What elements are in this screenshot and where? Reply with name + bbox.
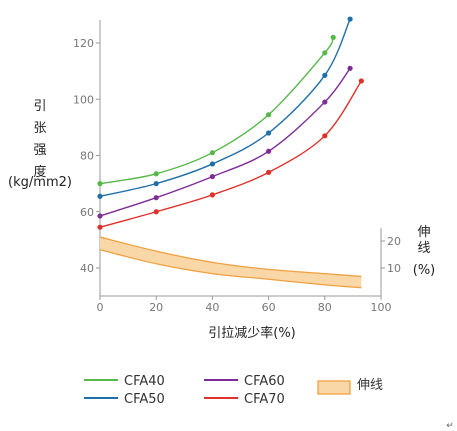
data-point-cfa60 (153, 195, 159, 201)
y-tick-label: 40 (80, 262, 94, 275)
elongation-band-lower (99, 249, 362, 289)
data-point-cfa70 (266, 169, 272, 175)
legend-label-cfa50: CFA50 (124, 392, 165, 407)
data-point-cfa70 (358, 78, 364, 84)
y-axis-title-char: 引 (33, 99, 46, 114)
y-axis-title-char: 度 (33, 164, 46, 180)
data-point-cfa50 (266, 130, 272, 136)
data-point-cfa60 (347, 65, 353, 71)
legend: CFA40 CFA50 CFA60 CFA70 伸线 ↵ (84, 374, 454, 431)
x-tick-label: 40 (205, 301, 219, 314)
data-point-cfa40 (97, 181, 103, 187)
data-point-cfa50 (97, 193, 103, 199)
x-tick-label: 60 (262, 301, 276, 314)
x-axis-title: 引拉减少率(%) (208, 325, 296, 341)
data-point-cfa70 (322, 133, 328, 139)
data-point-cfa40 (153, 171, 159, 177)
data-point-cfa60 (322, 99, 328, 105)
y-tick-label: 80 (80, 150, 94, 163)
data-point-cfa40 (322, 50, 328, 56)
data-point-cfa60 (97, 213, 103, 219)
right-axis-title-char: 线 (417, 241, 430, 256)
data-point-cfa70 (97, 224, 103, 230)
data-point-cfa40 (266, 112, 272, 118)
data-point-cfa40 (209, 150, 215, 156)
right-tick-label: 20 (387, 235, 401, 248)
x-tick-label: 80 (318, 301, 332, 314)
series-line-cfa60 (99, 67, 351, 217)
data-point-cfa50 (209, 161, 215, 167)
legend-swatch-elongation (317, 380, 351, 395)
axes-layer: 40 60 80 100 120 0 20 40 60 80 100 10 20 (73, 20, 401, 314)
y-tick-label: 60 (80, 206, 94, 219)
legend-label-cfa40: CFA40 (124, 374, 165, 389)
data-point-cfa50 (347, 16, 353, 22)
data-point-cfa70 (209, 192, 215, 198)
y-tick-label: 100 (73, 93, 94, 106)
x-tick-label: 0 (97, 301, 104, 314)
series-line-cfa70 (99, 80, 362, 228)
y-tick-label: 120 (73, 37, 94, 50)
data-point-cfa60 (266, 148, 272, 154)
elongation-band-layer (99, 236, 362, 289)
data-point-cfa70 (153, 209, 159, 215)
elongation-band-upper (99, 236, 362, 278)
legend-label-cfa70: CFA70 (244, 392, 285, 407)
data-point-cfa60 (209, 173, 215, 180)
right-tick-label: 10 (387, 262, 401, 275)
x-tick-label: 20 (149, 301, 163, 314)
y-axis-title-char: 张 (33, 121, 46, 136)
x-tick-label: 100 (371, 301, 392, 314)
series-layer (97, 16, 364, 230)
right-axis-unit: (%) (413, 263, 436, 278)
y-axis-unit: (kg/mm2) (8, 175, 72, 190)
data-point-cfa40 (330, 34, 336, 40)
y-axis-title-char: 强 (33, 143, 46, 158)
data-point-cfa50 (153, 181, 159, 187)
right-axis-title-char: 伸 (417, 225, 430, 240)
legend-label-elongation: 伸线 (357, 378, 383, 393)
legend-label-cfa60: CFA60 (244, 374, 285, 389)
data-point-cfa50 (322, 72, 328, 78)
return-mark: ↵ (446, 421, 454, 431)
elongation-band-fill (100, 237, 362, 288)
series-line-cfa50 (99, 18, 351, 197)
